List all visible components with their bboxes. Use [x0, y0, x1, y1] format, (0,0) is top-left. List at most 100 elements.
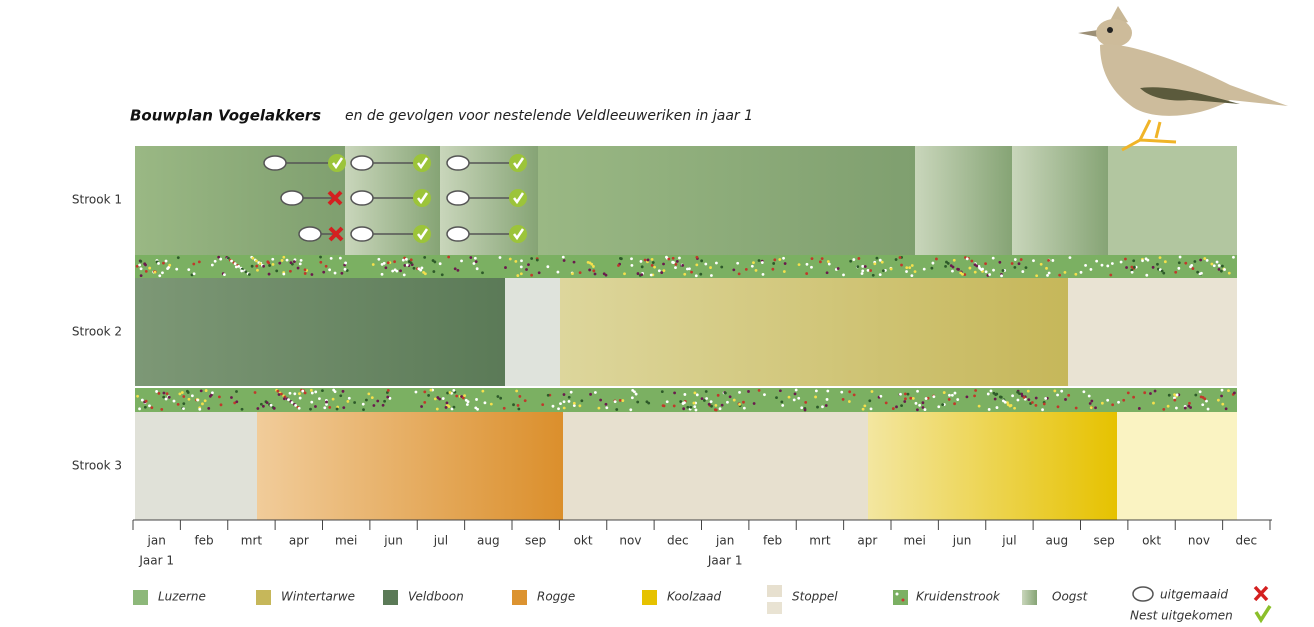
- flower-dot: [254, 391, 257, 394]
- flower-dot: [530, 274, 533, 277]
- flower-dot: [630, 257, 633, 260]
- month-label: jan: [715, 534, 734, 548]
- title-main: Bouwplan Vogelakkers: [130, 107, 321, 125]
- flower-dot: [178, 392, 181, 395]
- flower-dot: [621, 399, 624, 402]
- flower-dot: [219, 258, 222, 261]
- flower-dot: [536, 259, 539, 262]
- flower-dot: [1106, 265, 1109, 268]
- flower-dot: [541, 403, 544, 406]
- flower-dot: [1199, 390, 1202, 393]
- flower-dot: [1184, 407, 1187, 410]
- flower-dot: [667, 258, 670, 261]
- flower-dot: [235, 265, 238, 268]
- flower-dot: [644, 259, 647, 262]
- flower-dot: [793, 398, 796, 401]
- flower-dot: [652, 261, 655, 264]
- flower-dot: [872, 274, 875, 277]
- month-label: jul: [1001, 534, 1016, 548]
- flower-dot: [339, 394, 342, 397]
- flower-dot: [293, 260, 296, 263]
- flower-dot: [304, 272, 307, 275]
- flower-dot: [948, 398, 951, 401]
- flower-dot: [721, 404, 724, 407]
- flower-dot: [640, 260, 643, 263]
- flower-dot: [663, 269, 666, 272]
- flower-dot: [188, 398, 191, 401]
- flower-dot: [1152, 266, 1155, 269]
- flower-dot: [1189, 406, 1192, 409]
- flower-dot: [800, 406, 803, 409]
- flower-dot: [476, 408, 479, 411]
- flower-dot: [318, 397, 321, 400]
- bird-illustration: [1078, 6, 1288, 150]
- flower-dot: [336, 408, 339, 411]
- flower-dot: [342, 406, 345, 409]
- flower-dot: [1111, 403, 1114, 406]
- flower-dot: [619, 257, 622, 260]
- flower-dot: [230, 396, 233, 399]
- flower-dot: [251, 265, 254, 268]
- flower-dot: [446, 392, 449, 395]
- flower-dot: [1109, 274, 1112, 277]
- flower-dot: [321, 389, 324, 392]
- flower-dot: [256, 407, 259, 410]
- flower-dot: [304, 268, 307, 271]
- flower-dot: [988, 408, 991, 411]
- flower-dot: [1032, 259, 1035, 262]
- flower-dot: [916, 390, 919, 393]
- flower-dot: [177, 403, 180, 406]
- flower-dot: [1045, 267, 1048, 270]
- flower-dot: [439, 262, 442, 265]
- flower-dot: [260, 403, 263, 406]
- flower-dot: [726, 401, 729, 404]
- flower-dot: [187, 268, 190, 271]
- flower-dot: [1122, 399, 1125, 402]
- flower-dot: [916, 408, 919, 411]
- flower-dot: [700, 259, 703, 262]
- flower-dot: [598, 407, 601, 410]
- flower-dot: [912, 397, 915, 400]
- flower-dot: [695, 274, 698, 277]
- flower-dot: [460, 260, 463, 263]
- flower-dot: [524, 399, 527, 402]
- flower-dot: [783, 270, 786, 273]
- flower-dot: [563, 393, 566, 396]
- nest-oval: [264, 156, 286, 170]
- month-label: sep: [1094, 534, 1115, 548]
- month-label: jun: [383, 534, 403, 548]
- flower-dot: [1025, 266, 1028, 269]
- flower-dot: [930, 267, 933, 270]
- flower-dot: [1164, 260, 1167, 263]
- flower-dot: [353, 401, 356, 404]
- flower-dot: [994, 393, 997, 396]
- flower-dot: [182, 395, 185, 398]
- flower-dot: [342, 390, 345, 393]
- flower-dot: [775, 396, 778, 399]
- flower-dot: [334, 272, 337, 275]
- flower-dot: [647, 259, 650, 262]
- flower-dot: [301, 390, 304, 393]
- flower-dot: [1207, 408, 1210, 411]
- flower-dot: [864, 265, 867, 268]
- flower-dot: [689, 406, 692, 409]
- year-label: Jaar 1: [707, 554, 743, 568]
- flower-dot: [715, 262, 718, 265]
- flower-dot: [475, 398, 478, 401]
- flower-dot: [438, 398, 441, 401]
- legend-label: Stoppel: [792, 590, 838, 604]
- flower-dot: [1132, 259, 1135, 262]
- flower-dot: [795, 389, 798, 392]
- flower-dot: [1159, 256, 1162, 259]
- legend-label: Kruidenstrook: [916, 590, 1001, 604]
- flower-dot: [410, 258, 413, 261]
- flower-dot: [951, 270, 954, 273]
- flower-dot: [372, 404, 375, 407]
- flower-dot: [1095, 260, 1098, 263]
- flower-dot: [148, 267, 151, 270]
- flower-dot: [980, 268, 983, 271]
- flower-dot: [641, 265, 644, 268]
- flower-dot: [870, 407, 873, 410]
- flower-dot: [138, 264, 141, 267]
- flower-dot: [144, 406, 147, 409]
